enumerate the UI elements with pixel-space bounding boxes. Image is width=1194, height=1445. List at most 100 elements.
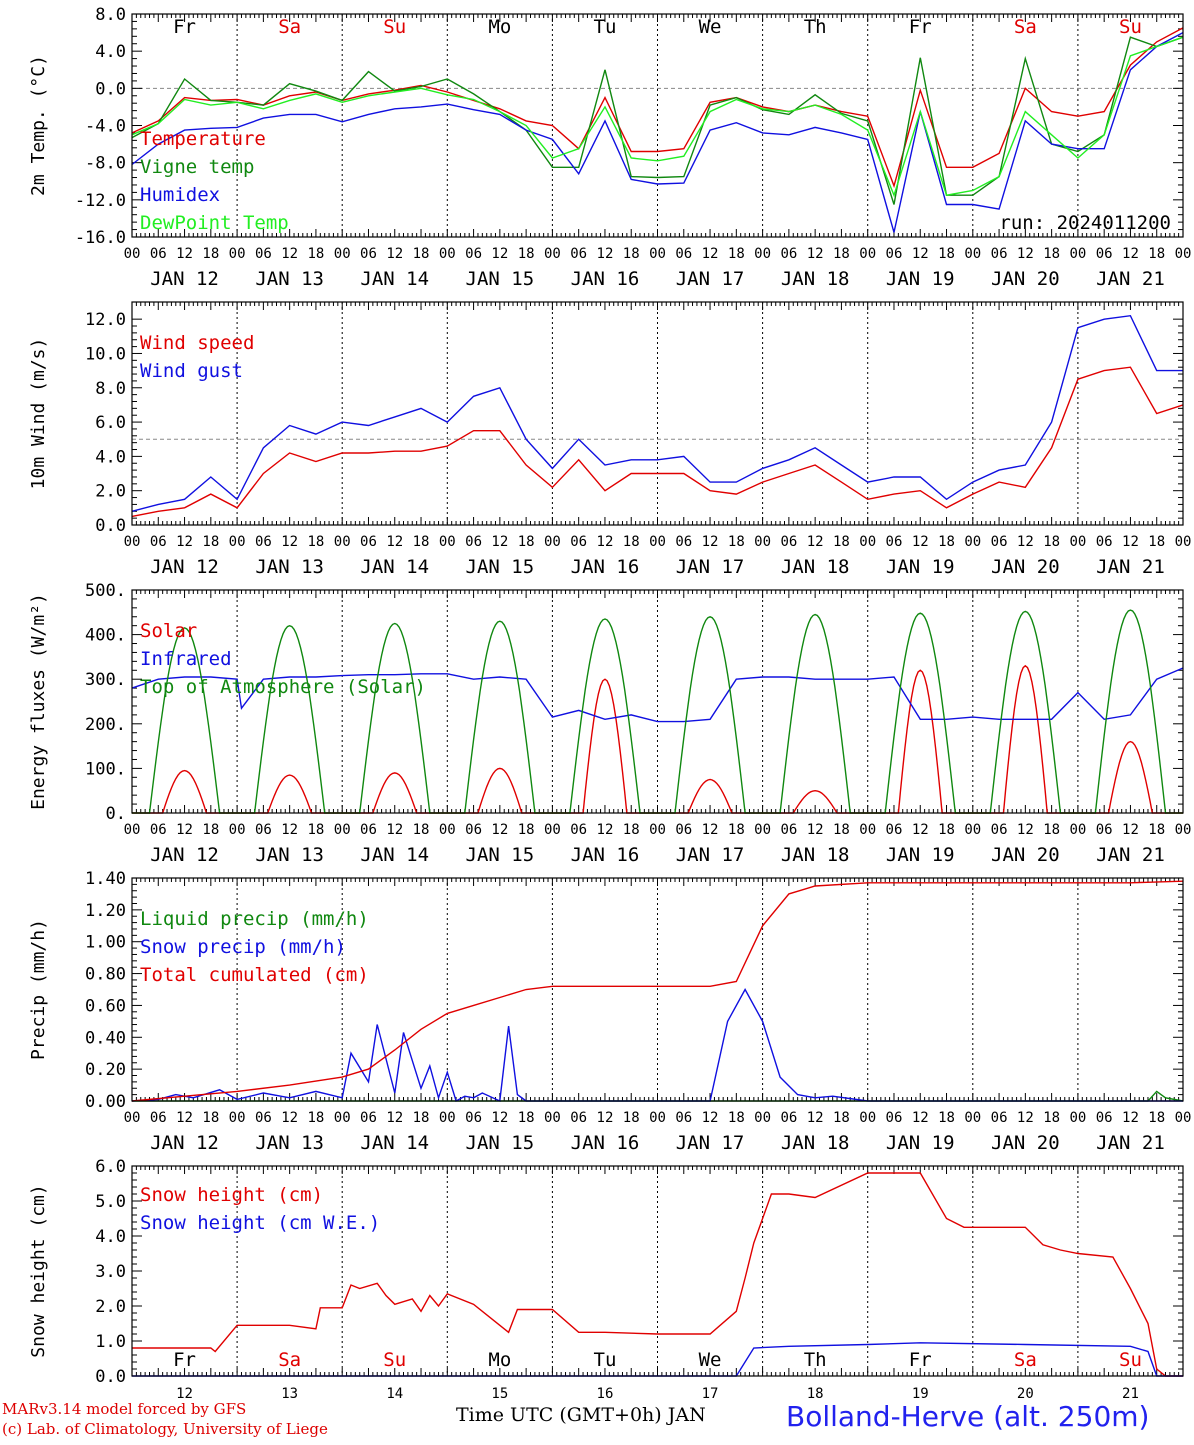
x-day-number: 20 [1017,1386,1034,1402]
x-hour-label: 06 [991,1110,1008,1126]
series-line-wind-gust [131,314,1183,512]
x-day-number: 15 [491,1386,508,1402]
x-hour-label: 18 [307,822,324,838]
x-date-label: JAN 20 [991,1132,1060,1154]
x-hour-label: 06 [150,822,167,838]
x-hour-label: 12 [176,246,193,262]
legend-entry: Liquid precip (mm/h) [140,908,369,930]
legend-entry: Humidex [140,184,220,206]
x-day-number: 19 [912,1386,929,1402]
x-hour-label: 12 [1017,534,1034,550]
x-date-label: JAN 17 [676,844,745,866]
x-hour-label: 18 [1148,822,1165,838]
x-date-label: JAN 17 [676,556,745,578]
x-hour-label: 00 [754,1110,771,1126]
series-line-infrared [131,667,1184,723]
x-hour-label: 12 [491,822,508,838]
y-axis-label: 10m Wind (m/s) [28,338,49,490]
series-line-temperature [131,27,1184,189]
x-hour-label: 00 [124,1110,141,1126]
x-hour-label: 00 [1069,246,1086,262]
x-hour-label: 18 [833,534,850,550]
x-hour-label: 18 [728,246,745,262]
y-tick-label: 0.0 [95,1367,126,1387]
x-hour-label: 12 [281,1110,298,1126]
series-line-snow-precip-mm-h- [131,988,1183,1103]
weekday-label: Sa [278,1349,301,1371]
x-hour-label: 18 [202,1110,219,1126]
x-hour-label: 18 [623,534,640,550]
x-hour-label: 00 [1175,246,1192,262]
y-tick-label: 2.0 [95,1297,126,1317]
x-hour-label: 00 [544,534,561,550]
x-hour-label: 12 [702,1110,719,1126]
x-hour-label: 00 [334,246,351,262]
x-hour-label: 00 [334,534,351,550]
y-tick-label: 1.40 [85,869,126,889]
weekday-label: Su [1119,16,1142,38]
x-hour-label: 06 [780,246,797,262]
y-tick-label: 300. [85,670,126,690]
x-hour-label: 06 [360,534,377,550]
y-tick-label: 200. [85,715,126,735]
x-hour-label: 12 [176,1110,193,1126]
x-hour-label: 00 [859,534,876,550]
y-tick-label: 1.0 [95,1332,126,1352]
x-date-label: JAN 14 [360,844,429,866]
x-hour-label: 18 [728,534,745,550]
x-hour-label: 06 [780,1110,797,1126]
x-hour-label: 18 [623,822,640,838]
x-hour-label: 18 [833,1110,850,1126]
x-date-label: JAN 12 [150,268,219,290]
y-tick-label: 0.0 [95,516,126,536]
x-hour-label: 06 [570,246,587,262]
x-day-number: 18 [807,1386,824,1402]
x-date-label: JAN 18 [781,1132,850,1154]
plot-frame [131,589,1184,814]
x-hour-label: 00 [649,1110,666,1126]
x-hour-label: 12 [491,246,508,262]
panel-3: 0. 100. 200. 300. 400. 500. Energy fluxes (W/m… [28,581,1191,866]
x-hour-label: 12 [807,534,824,550]
y-tick-label: 0.60 [85,996,126,1016]
weekday-label: Th [804,1349,827,1371]
x-date-label: JAN 14 [360,556,429,578]
x-day-number: 16 [597,1386,614,1402]
x-hour-label: 18 [518,246,535,262]
x-date-label: JAN 20 [991,844,1060,866]
x-hour-label: 00 [334,822,351,838]
x-date-label: JAN 13 [255,844,324,866]
x-hour-label: 18 [1043,1110,1060,1126]
x-hour-label: 06 [360,1110,377,1126]
x-hour-label: 06 [886,822,903,838]
y-tick-label: 6.0 [95,1157,126,1177]
y-tick-label: 1.20 [85,901,126,921]
x-hour-label: 06 [886,534,903,550]
plot-frame [131,13,1184,238]
x-hour-label: 12 [702,822,719,838]
x-hour-label: 06 [675,822,692,838]
x-hour-label: 12 [386,822,403,838]
x-hour-label: 12 [597,246,614,262]
legend-entry: Wind speed [140,332,254,354]
legend-entry: Solar [140,620,197,642]
x-hour-label: 06 [675,246,692,262]
y-tick-label: 1.00 [85,933,126,953]
weekday-label: Sa [1014,1349,1037,1371]
x-date-label: JAN 21 [1096,556,1165,578]
y-tick-label: 400. [85,626,126,646]
x-hour-label: 00 [124,246,141,262]
x-date-label: JAN 19 [886,844,955,866]
x-hour-label: 00 [334,1110,351,1126]
x-hour-label: 12 [912,246,929,262]
x-hour-label: 18 [833,822,850,838]
x-day-number: 14 [386,1386,403,1402]
panel-2: 0.0 2.0 4.0 6.0 8.0 10.0 12.0 10m Wind (m/s) Win… [28,301,1191,578]
x-date-label: JAN 19 [886,268,955,290]
x-hour-label: 06 [255,1110,272,1126]
x-hour-label: 12 [386,246,403,262]
x-hour-label: 06 [1096,246,1113,262]
x-hour-label: 00 [754,246,771,262]
x-hour-label: 12 [807,822,824,838]
